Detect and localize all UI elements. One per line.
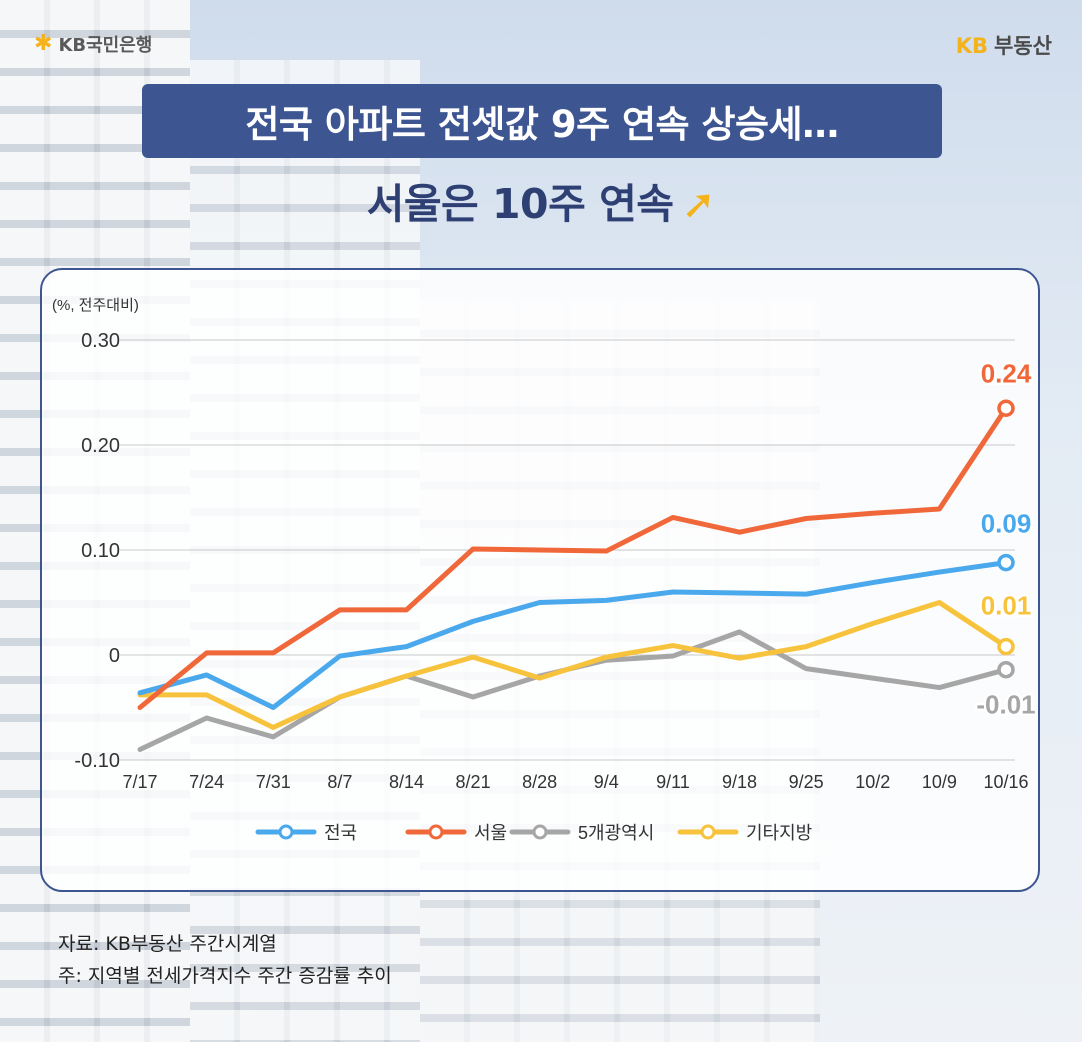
series-end-marker [997, 553, 1015, 572]
series-line [137, 405, 1009, 710]
logo-right-text: 부동산 [994, 34, 1052, 58]
legend-label: 전국 [324, 823, 357, 843]
legend-label: 5개광역시 [578, 823, 654, 843]
x-tick-label: 10/16 [983, 772, 1028, 792]
series-end-label: -0.01 [976, 690, 1035, 720]
series-end-marker [997, 660, 1015, 679]
kb-realestate-logo: KB 부동산 [956, 30, 1052, 60]
legend-swatch-marker [532, 824, 548, 840]
y-tick-label: 0.10 [81, 540, 120, 562]
x-tick-label: 8/7 [327, 772, 352, 792]
x-tick-label: 10/9 [922, 772, 957, 792]
x-tick-label: 8/21 [456, 772, 491, 792]
legend-swatch-marker [700, 824, 716, 840]
x-tick-label: 7/17 [122, 772, 157, 792]
logo-right-kb: KB [955, 34, 989, 58]
series-line [137, 560, 1009, 710]
source-note: 자료: KB부동산 주간시계열 [58, 933, 277, 955]
subtitle: 서울은 10주 연속 ➚ [0, 170, 1082, 230]
y-tick-label: -0.10 [74, 750, 120, 772]
kb-star-icon: ✱ [34, 31, 53, 56]
x-tick-label: 9/4 [594, 772, 619, 792]
legend-swatch-marker [278, 824, 294, 840]
legend-label: 기타지방 [746, 823, 812, 843]
series-end-label: 0.24 [981, 358, 1032, 388]
logo-left-text: KB국민은행 [58, 35, 153, 56]
x-tick-label: 10/2 [855, 772, 890, 792]
title-banner: 전국 아파트 전셋값 9주 연속 상승세… [142, 84, 942, 158]
footnote: 주: 지역별 전세가격지수 주간 증감률 추이 [58, 965, 392, 987]
y-tick-label: 0 [109, 645, 120, 667]
series-line [137, 629, 1009, 752]
kb-kookmin-bank-logo: ✱ KB국민은행 [34, 30, 152, 58]
series-end-label: 0.01 [981, 591, 1032, 621]
x-tick-label: 9/11 [656, 772, 690, 792]
y-tick-label: 0.20 [81, 435, 120, 457]
page-title: 전국 아파트 전셋값 9주 연속 상승세… [245, 103, 839, 146]
footer-notes: 자료: KB부동산 주간시계열 주: 지역별 전세가격지수 주간 증감률 추이 [58, 928, 392, 992]
x-tick-label: 9/18 [722, 772, 757, 792]
y-tick-label: 0.30 [81, 330, 120, 352]
legend-label: 서울 [474, 823, 507, 843]
x-tick-label: 7/31 [256, 772, 291, 792]
series-end-marker [997, 399, 1015, 417]
y-unit-label: (%, 전주대비) [52, 297, 139, 314]
legend-swatch-marker [428, 824, 444, 840]
x-tick-label: 8/14 [389, 772, 424, 792]
x-tick-label: 7/24 [189, 772, 224, 792]
x-tick-label: 9/25 [789, 772, 824, 792]
series-end-label: 0.09 [981, 509, 1032, 539]
x-tick-label: 8/28 [522, 772, 557, 792]
subtitle-text: 서울은 10주 연속 [366, 180, 674, 228]
series-end-marker [997, 637, 1015, 656]
series-line [137, 600, 1009, 730]
up-arrow-icon: ➚ [681, 180, 716, 228]
